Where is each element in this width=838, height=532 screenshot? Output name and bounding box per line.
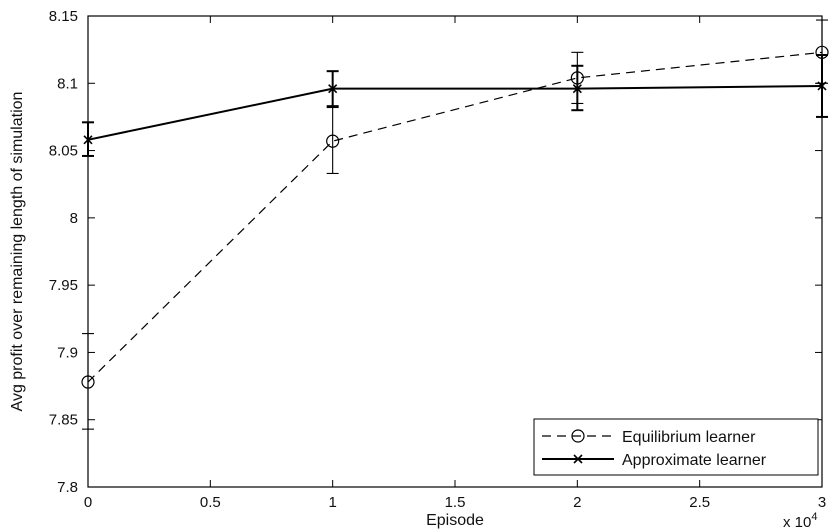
x-axis-label: Episode [426, 512, 484, 529]
legend-label: Approximate learner [622, 452, 767, 469]
y-tick-label: 7.9 [57, 344, 78, 361]
marker-x [817, 81, 827, 91]
y-axis-label: Avg profit over remaining length of simu… [9, 92, 26, 412]
marker-circle [571, 429, 585, 443]
series-approximate-learner [82, 54, 828, 157]
y-tick-label: 7.85 [49, 412, 78, 429]
x-tick-label: 2.5 [689, 494, 710, 511]
marker-x-stroke [83, 135, 93, 145]
y-tick-label: 8 [70, 210, 78, 227]
x-tick-label: 3 [818, 494, 826, 511]
x-tick-label: 0.5 [200, 494, 221, 511]
legend-item: Approximate learner [542, 452, 767, 469]
x-axis-multiplier: x 104 [783, 511, 817, 531]
y-tick-label: 7.8 [57, 479, 78, 496]
x-tick-label: 1 [328, 494, 336, 511]
legend-item: Equilibrium learner [542, 429, 756, 446]
marker-x [572, 84, 582, 94]
series-line [87, 84, 823, 141]
series-equilibrium-learner [81, 19, 829, 430]
y-tick-label: 7.95 [49, 277, 78, 294]
x-tick-label: 0 [84, 494, 92, 511]
marker-x [328, 84, 338, 94]
x-tick-label: 2 [573, 494, 581, 511]
legend-box [533, 418, 819, 476]
x-tick-label: 1.5 [445, 494, 466, 511]
series-line [87, 51, 823, 383]
y-tick-label: 8.1 [57, 75, 78, 92]
axis-ticks: 0 0.5 1 1.5 2 2.5 3 7.8 7.85 7.9 7.95 8 8.05 8.1 8.15 [49, 8, 826, 511]
series-layer [81, 19, 829, 430]
marker-x-stroke [572, 84, 582, 94]
marker-x-stroke [573, 454, 583, 464]
marker-circle [81, 375, 95, 389]
marker-circle [326, 134, 340, 148]
marker-x-stroke [328, 84, 338, 94]
x-multiplier-base: x 10 [783, 514, 811, 531]
legend: Equilibrium learner Approximate learner [533, 418, 819, 476]
y-tick-label: 8.15 [49, 8, 78, 25]
y-tick-label: 8.05 [49, 143, 78, 160]
marker-x-stroke [817, 81, 827, 91]
legend-label: Equilibrium learner [622, 429, 756, 446]
marker-x [83, 135, 93, 145]
error-bar [326, 106, 339, 174]
x-multiplier-exponent: 4 [811, 511, 817, 523]
marker-x [573, 454, 583, 464]
error-bar [82, 333, 94, 430]
